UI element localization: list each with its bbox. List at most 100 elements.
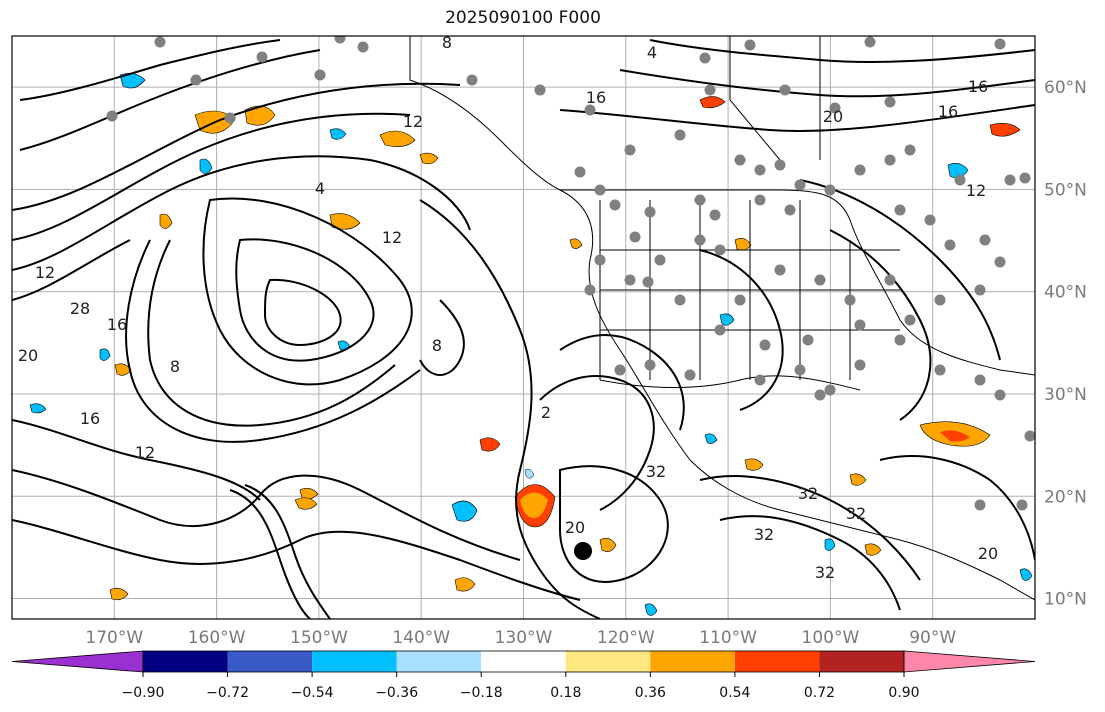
warm-blob (159, 213, 173, 229)
lon-label: 130°W (495, 628, 553, 648)
lat-label: 10°N (1044, 590, 1087, 610)
contour-label: 28 (70, 299, 90, 318)
contour-line (799, 179, 1001, 361)
obs-marker (466, 74, 478, 86)
contour-line (235, 238, 375, 362)
cool-blob (29, 403, 47, 414)
contour-label: 4 (647, 43, 657, 62)
obs-marker (614, 364, 626, 376)
obs-marker (994, 38, 1006, 50)
obs-marker (754, 374, 766, 386)
colorbar-tick-label: −0.36 (375, 685, 418, 701)
lat-label: 60°N (1044, 78, 1087, 98)
storm-center-marker (574, 542, 592, 560)
obs-marker (584, 284, 596, 296)
obs-marker (884, 154, 896, 166)
contour-line (719, 515, 901, 611)
obs-marker (814, 274, 826, 286)
colorbar-extend-max (903, 650, 1036, 673)
obs-marker (190, 74, 202, 86)
obs-marker (734, 294, 746, 306)
obs-marker (106, 110, 118, 122)
cool-blob (1019, 568, 1033, 581)
colorbar-bin (312, 651, 397, 672)
contour-line (419, 299, 465, 376)
warm-blob (294, 497, 318, 510)
obs-marker (934, 364, 946, 376)
obs-marker (994, 389, 1006, 401)
obs-marker (944, 239, 956, 251)
observation-markers (106, 36, 1035, 511)
cool-blob (451, 500, 478, 522)
colorbar-tick-label: 0.72 (804, 685, 835, 701)
cool-blob (199, 158, 213, 174)
obs-marker (894, 204, 906, 216)
contour-line (12, 419, 261, 501)
obs-marker (794, 179, 806, 191)
contour-label: 16 (586, 88, 606, 107)
contour-label: 12 (382, 228, 402, 247)
obs-marker (674, 294, 686, 306)
colorbar-bin (396, 651, 482, 672)
contour-line (229, 489, 311, 619)
colorbar-ticks: −0.90 −0.72 −0.54 −0.36 −0.18 0.18 0.36 0.54 0.7… (122, 672, 920, 701)
colorbar-extend-min (11, 650, 144, 673)
obs-marker (154, 36, 166, 48)
obs-marker (884, 96, 896, 108)
contour-label: 20 (18, 346, 38, 365)
obs-marker (534, 84, 546, 96)
obs-marker (904, 314, 916, 326)
lat-label: 40°N (1044, 283, 1087, 303)
contour-label: 20 (978, 544, 998, 563)
obs-marker (954, 174, 966, 186)
obs-marker (974, 284, 986, 296)
warm-blob (569, 238, 583, 249)
obs-marker (844, 294, 856, 306)
contour-label: 16 (968, 77, 988, 96)
contour-label: 8 (442, 33, 452, 52)
warm-blob (244, 105, 276, 126)
obs-marker (1019, 172, 1031, 184)
colorbar (11, 650, 1036, 673)
contour-line (419, 199, 601, 619)
obs-marker (744, 39, 756, 51)
obs-marker (704, 84, 716, 96)
lon-label: 90°W (909, 628, 956, 648)
contour-lines (12, 39, 1035, 619)
obs-marker (779, 84, 791, 96)
obs-marker (824, 384, 836, 396)
colorbar-bin (650, 651, 735, 672)
obs-marker (714, 324, 726, 336)
lon-label: 170°W (85, 628, 143, 648)
obs-marker (629, 231, 641, 243)
contour-line (539, 375, 655, 511)
obs-marker (854, 164, 866, 176)
obs-marker (609, 199, 621, 211)
contour-line (12, 239, 131, 301)
obs-marker (594, 184, 606, 196)
lat-label: 30°N (1044, 385, 1087, 405)
cool-blob (947, 163, 969, 179)
obs-marker (694, 234, 706, 246)
obs-marker (774, 264, 786, 276)
obs-marker (574, 166, 586, 178)
contour-label: 32 (754, 525, 774, 544)
contour-line (699, 475, 921, 581)
obs-marker (674, 129, 686, 141)
contour-label: 16 (80, 409, 100, 428)
contour-line (147, 239, 396, 427)
cool-blob (99, 348, 111, 361)
cool-blob (824, 538, 836, 551)
obs-marker (994, 256, 1006, 268)
lon-label: 100°W (802, 628, 860, 648)
colorbar-bin (227, 651, 313, 672)
obs-marker (1004, 174, 1016, 186)
warm-blob (599, 538, 617, 552)
obs-marker (864, 36, 876, 48)
obs-marker (694, 194, 706, 206)
obs-marker (624, 274, 636, 286)
contour-label: 32 (798, 484, 818, 503)
coastline (559, 189, 1035, 376)
contour-label: 32 (846, 504, 866, 523)
obs-marker (594, 254, 606, 266)
